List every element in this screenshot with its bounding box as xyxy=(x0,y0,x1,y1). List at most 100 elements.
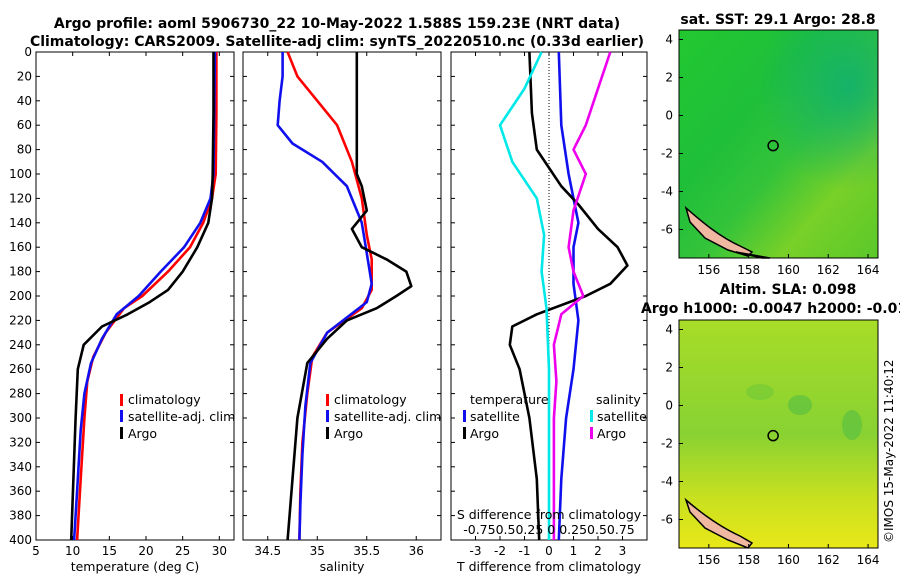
x-tick-label: 2 xyxy=(594,544,602,558)
legend-swatch-climatology-2 xyxy=(326,394,329,406)
depth-axis-ticks: 0 20 40 60 80 100 120 140 160 180 200 220 240 260 280 3… xyxy=(9,45,234,547)
temperature-axis-label: temperature (deg C) xyxy=(71,559,200,574)
difference-legend: temperature salinity satellite satellite… xyxy=(463,392,647,441)
y-tick-label: 0 xyxy=(24,45,32,59)
salinity-depth-ticks xyxy=(243,51,441,541)
temperature-panel: 0 20 40 60 80 100 120 140 160 180 200 220 240 260 280 3… xyxy=(9,45,235,574)
salinity-profile-lines xyxy=(276,51,413,541)
map-y-tick-label: 0 xyxy=(665,109,673,123)
x-tick-label: 10 xyxy=(65,544,80,558)
legend-swatch-climatology xyxy=(120,394,123,406)
difference-profile-lines xyxy=(498,51,629,541)
sla-blob-3 xyxy=(746,384,774,400)
series-satellite-adj-clim xyxy=(276,52,374,541)
sla-coast xyxy=(684,497,754,549)
map-x-tick-label: 160 xyxy=(777,263,800,277)
map-y-tick-label: -2 xyxy=(661,437,673,451)
series-salinity-argo xyxy=(552,51,612,540)
legend-temperature-heading: temperature xyxy=(470,392,549,407)
sla-map-ticks: 156 158 160 162 164 4 2 0 -2 -4 -6 xyxy=(661,323,879,568)
series-temperature-argo xyxy=(508,51,629,541)
y-tick-label: 140 xyxy=(9,216,32,230)
y-tick-label: 180 xyxy=(9,265,32,279)
map-x-tick-label: 164 xyxy=(857,263,880,277)
x-tick-label: 5 xyxy=(32,544,40,558)
sst-coast xyxy=(684,205,754,257)
legend-argo-2: Argo xyxy=(334,426,363,441)
map-y-tick-label: 4 xyxy=(665,33,673,47)
salinity-panel: 34.5 35 35.5 36 salinity climatology satell… xyxy=(242,51,442,574)
y-tick-label: 220 xyxy=(9,313,32,327)
x-tick-label: -3 xyxy=(470,544,482,558)
x-tick-label: 1 xyxy=(570,544,578,558)
x-tick-label: 15 xyxy=(102,544,117,558)
legend-swatch-s-satellite xyxy=(590,410,593,422)
salinity-axis-label: salinity xyxy=(320,559,365,574)
legend-swatch-s-argo xyxy=(590,427,593,439)
x-tick-label: 36 xyxy=(409,544,424,558)
x-tick-label: 20 xyxy=(138,544,153,558)
temperature-profile-lines xyxy=(69,51,218,541)
map-y-tick-label: -6 xyxy=(661,223,673,237)
map-y-tick-label: -4 xyxy=(661,185,673,199)
map-x-tick-label: 158 xyxy=(737,553,760,567)
legend-swatch-argo xyxy=(120,427,123,439)
sst-map: sat. SST: 29.1 Argo: 28.8 156 158 160 162 16… xyxy=(661,12,879,277)
legend-t-argo: Argo xyxy=(470,426,499,441)
map-x-tick-label: 164 xyxy=(857,553,880,567)
sla-map: Altim. SLA: 0.098 Argo h1000: -0.0047 h2… xyxy=(641,282,900,567)
y-tick-label: 120 xyxy=(9,191,32,205)
salinity-axis-ticks: 34.5 35 35.5 36 xyxy=(254,52,424,558)
legend-satellite-adj-2: satellite-adj. clim xyxy=(334,409,441,424)
map-x-tick-label: 160 xyxy=(777,553,800,567)
map-y-tick-label: -2 xyxy=(661,147,673,161)
sst-map-title: sat. SST: 29.1 Argo: 28.8 xyxy=(680,12,875,28)
difference-panel: -3 -2 -1 0 1 2 3 T difference from climatology… xyxy=(450,51,648,574)
x-tick-label: 30 xyxy=(212,544,227,558)
copyright-stamp: ©IMOS 15-May-2022 11:40:12 xyxy=(882,359,896,543)
y-tick-label: 20 xyxy=(17,69,32,83)
legend-argo: Argo xyxy=(128,426,157,441)
legend-climatology-2: climatology xyxy=(334,392,407,407)
map-y-tick-label: -4 xyxy=(661,475,673,489)
legend-s-satellite: satellite xyxy=(597,409,647,424)
y-tick-label: 340 xyxy=(9,460,32,474)
x-tick-label: 0 xyxy=(545,544,553,558)
series-temperature-satellite xyxy=(557,51,580,541)
legend-s-argo: Argo xyxy=(597,426,626,441)
y-tick-label: 160 xyxy=(9,240,32,254)
s-difference-axis-label: S difference from climatology xyxy=(457,507,642,522)
sst-map-ticks: 156 158 160 162 164 4 2 0 -2 -4 -6 xyxy=(661,33,879,278)
y-tick-label: 240 xyxy=(9,338,32,352)
y-tick-label: 60 xyxy=(17,118,32,132)
legend-t-satellite: satellite xyxy=(470,409,520,424)
t-difference-axis-label: T difference from climatology xyxy=(456,559,642,574)
map-y-tick-label: -6 xyxy=(661,513,673,527)
x-tick-label: -2 xyxy=(494,544,506,558)
x-tick-label: 3 xyxy=(619,544,627,558)
temperature-legend: climatology satellite-adj. clim Argo xyxy=(120,392,235,441)
chart-title-line2: Climatology: CARS2009. Satellite-adj cli… xyxy=(30,34,644,50)
legend-climatology: climatology xyxy=(128,392,201,407)
y-tick-label: 380 xyxy=(9,509,32,523)
map-x-tick-label: 162 xyxy=(817,553,840,567)
y-tick-label: 360 xyxy=(9,484,32,498)
salinity-legend: climatology satellite-adj. clim Argo xyxy=(326,392,441,441)
legend-swatch-satellite xyxy=(120,410,123,422)
sla-blob-1 xyxy=(788,395,812,415)
sst-argo-location-marker xyxy=(767,139,779,152)
map-y-tick-label: 0 xyxy=(665,399,673,413)
x-tick-label: 34.5 xyxy=(254,544,281,558)
sla-map-title-line1: Altim. SLA: 0.098 xyxy=(720,282,857,298)
series-argo xyxy=(286,52,413,541)
difference-depth-ticks xyxy=(451,51,647,541)
y-tick-label: 280 xyxy=(9,387,32,401)
x-tick-label: 35.5 xyxy=(353,544,380,558)
legend-swatch-t-satellite xyxy=(463,410,466,422)
x-tick-label: -1 xyxy=(519,544,531,558)
x-tick-label: 35 xyxy=(310,544,325,558)
map-x-tick-label: 156 xyxy=(697,553,720,567)
map-y-tick-label: 2 xyxy=(665,71,673,85)
sla-argo-location-marker xyxy=(767,429,779,442)
